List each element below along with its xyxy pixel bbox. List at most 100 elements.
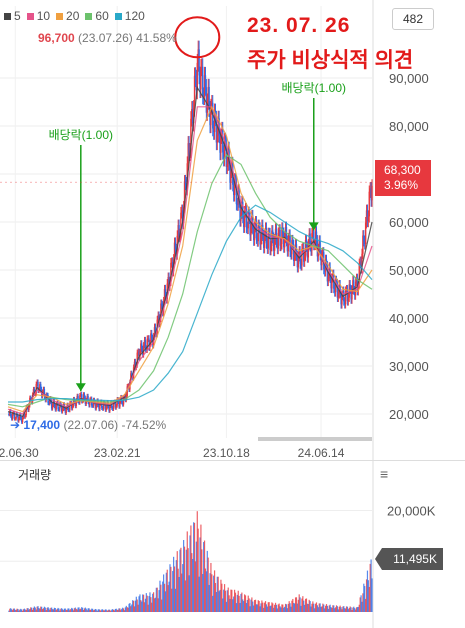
volume-bar xyxy=(81,607,83,612)
min-price-detail: (22.07.06) -74.52% xyxy=(63,418,167,432)
volume-bar xyxy=(353,606,355,612)
volume-bar xyxy=(288,601,290,612)
volume-bar xyxy=(223,589,225,612)
legend-ma120[interactable]: 120 xyxy=(114,9,145,23)
date-tick-label: 24.06.14 xyxy=(298,446,345,460)
candle-body xyxy=(366,210,369,222)
volume-bar xyxy=(250,599,252,612)
volume-bar xyxy=(98,609,100,612)
volume-bar xyxy=(260,603,262,612)
top-count-box[interactable]: 482 xyxy=(392,8,434,30)
candle-body xyxy=(258,225,260,228)
candle-body xyxy=(230,171,232,183)
candle-body xyxy=(351,289,353,300)
volume-bar xyxy=(296,603,298,612)
volume-bar xyxy=(252,601,254,612)
peak-highlight-circle xyxy=(174,16,221,59)
volume-bar xyxy=(364,586,366,612)
volume-bar xyxy=(321,606,323,612)
candle-body xyxy=(208,86,210,109)
volume-bar xyxy=(338,606,340,612)
volume-bar xyxy=(149,592,151,612)
volume-bar xyxy=(179,549,181,612)
volume-bar xyxy=(269,606,271,612)
volume-bar xyxy=(214,582,217,612)
volume-bar xyxy=(319,603,321,612)
volume-bar xyxy=(312,601,314,612)
candle-body xyxy=(87,395,89,402)
volume-bar xyxy=(62,609,64,612)
volume-bar xyxy=(315,602,318,612)
volume-bar xyxy=(239,602,241,612)
legend-ma60[interactable]: 60 xyxy=(85,9,109,23)
volume-bar xyxy=(114,608,116,612)
candle-body xyxy=(17,415,19,421)
candle-body xyxy=(323,269,326,272)
candle-body xyxy=(362,235,364,254)
volume-bar xyxy=(126,607,128,612)
volume-bar xyxy=(147,604,149,612)
volume-bar xyxy=(11,609,13,612)
volume-bar xyxy=(284,606,286,612)
candle-body xyxy=(288,234,290,239)
volume-bar xyxy=(74,607,76,612)
volume-bar xyxy=(15,609,17,612)
candle-body xyxy=(303,247,305,262)
legend-ma5[interactable]: 5 xyxy=(4,9,21,23)
volume-bar xyxy=(266,606,268,612)
candle-body xyxy=(254,221,257,227)
candle-body xyxy=(37,381,39,391)
volume-bar xyxy=(72,610,75,612)
volume-bar xyxy=(297,599,299,612)
volume-bar xyxy=(132,600,135,612)
volume-bar xyxy=(224,590,227,612)
candle-body xyxy=(122,397,125,405)
candle-body xyxy=(309,233,311,247)
candle-body xyxy=(200,67,202,90)
volume-bar xyxy=(165,572,167,612)
legend-ma10[interactable]: 10 xyxy=(26,9,50,23)
candle-body xyxy=(300,263,302,266)
legend-ma20[interactable]: 20 xyxy=(56,9,79,23)
candle-body xyxy=(136,352,138,365)
candle-body xyxy=(211,102,213,107)
volume-bar xyxy=(278,603,280,612)
volume-bar xyxy=(42,608,45,612)
candle-body xyxy=(314,231,317,245)
volume-bar xyxy=(334,608,336,612)
volume-bar xyxy=(163,574,165,612)
volume-bar xyxy=(31,609,34,612)
candle-body xyxy=(170,262,172,282)
legend-ma60-swatch xyxy=(85,12,93,20)
volume-bar xyxy=(134,600,136,612)
volume-bar xyxy=(305,598,308,612)
max-price-info: 96,700 (23.07.26) 41.58% xyxy=(38,31,177,45)
price-tick-label: 40,000 xyxy=(389,311,429,326)
volume-bar xyxy=(316,605,318,612)
volume-bar xyxy=(139,594,141,612)
menu-icon[interactable]: ≡ xyxy=(380,466,389,482)
volume-bar xyxy=(26,608,28,612)
volume-bar xyxy=(249,606,251,612)
volume-bar xyxy=(198,576,200,612)
candle-body xyxy=(65,408,67,413)
candle-body xyxy=(320,255,322,266)
volume-bar xyxy=(335,607,337,612)
candle-body xyxy=(75,400,77,407)
candle-body xyxy=(283,232,285,248)
candle-body xyxy=(202,66,204,96)
volume-bar xyxy=(104,609,106,612)
volume-bar xyxy=(86,610,88,612)
volume-bar xyxy=(99,609,101,612)
volume-bar xyxy=(186,531,188,612)
volume-bar xyxy=(361,601,363,612)
volume-bar xyxy=(344,608,346,612)
volume-bar xyxy=(9,608,11,612)
annotation-date: 23. 07. 26 xyxy=(247,14,351,37)
price-tick-label: 60,000 xyxy=(389,215,429,230)
volume-bar xyxy=(277,604,279,612)
candle-body xyxy=(11,413,14,419)
volume-bar xyxy=(212,595,214,612)
candle-body xyxy=(18,418,20,421)
